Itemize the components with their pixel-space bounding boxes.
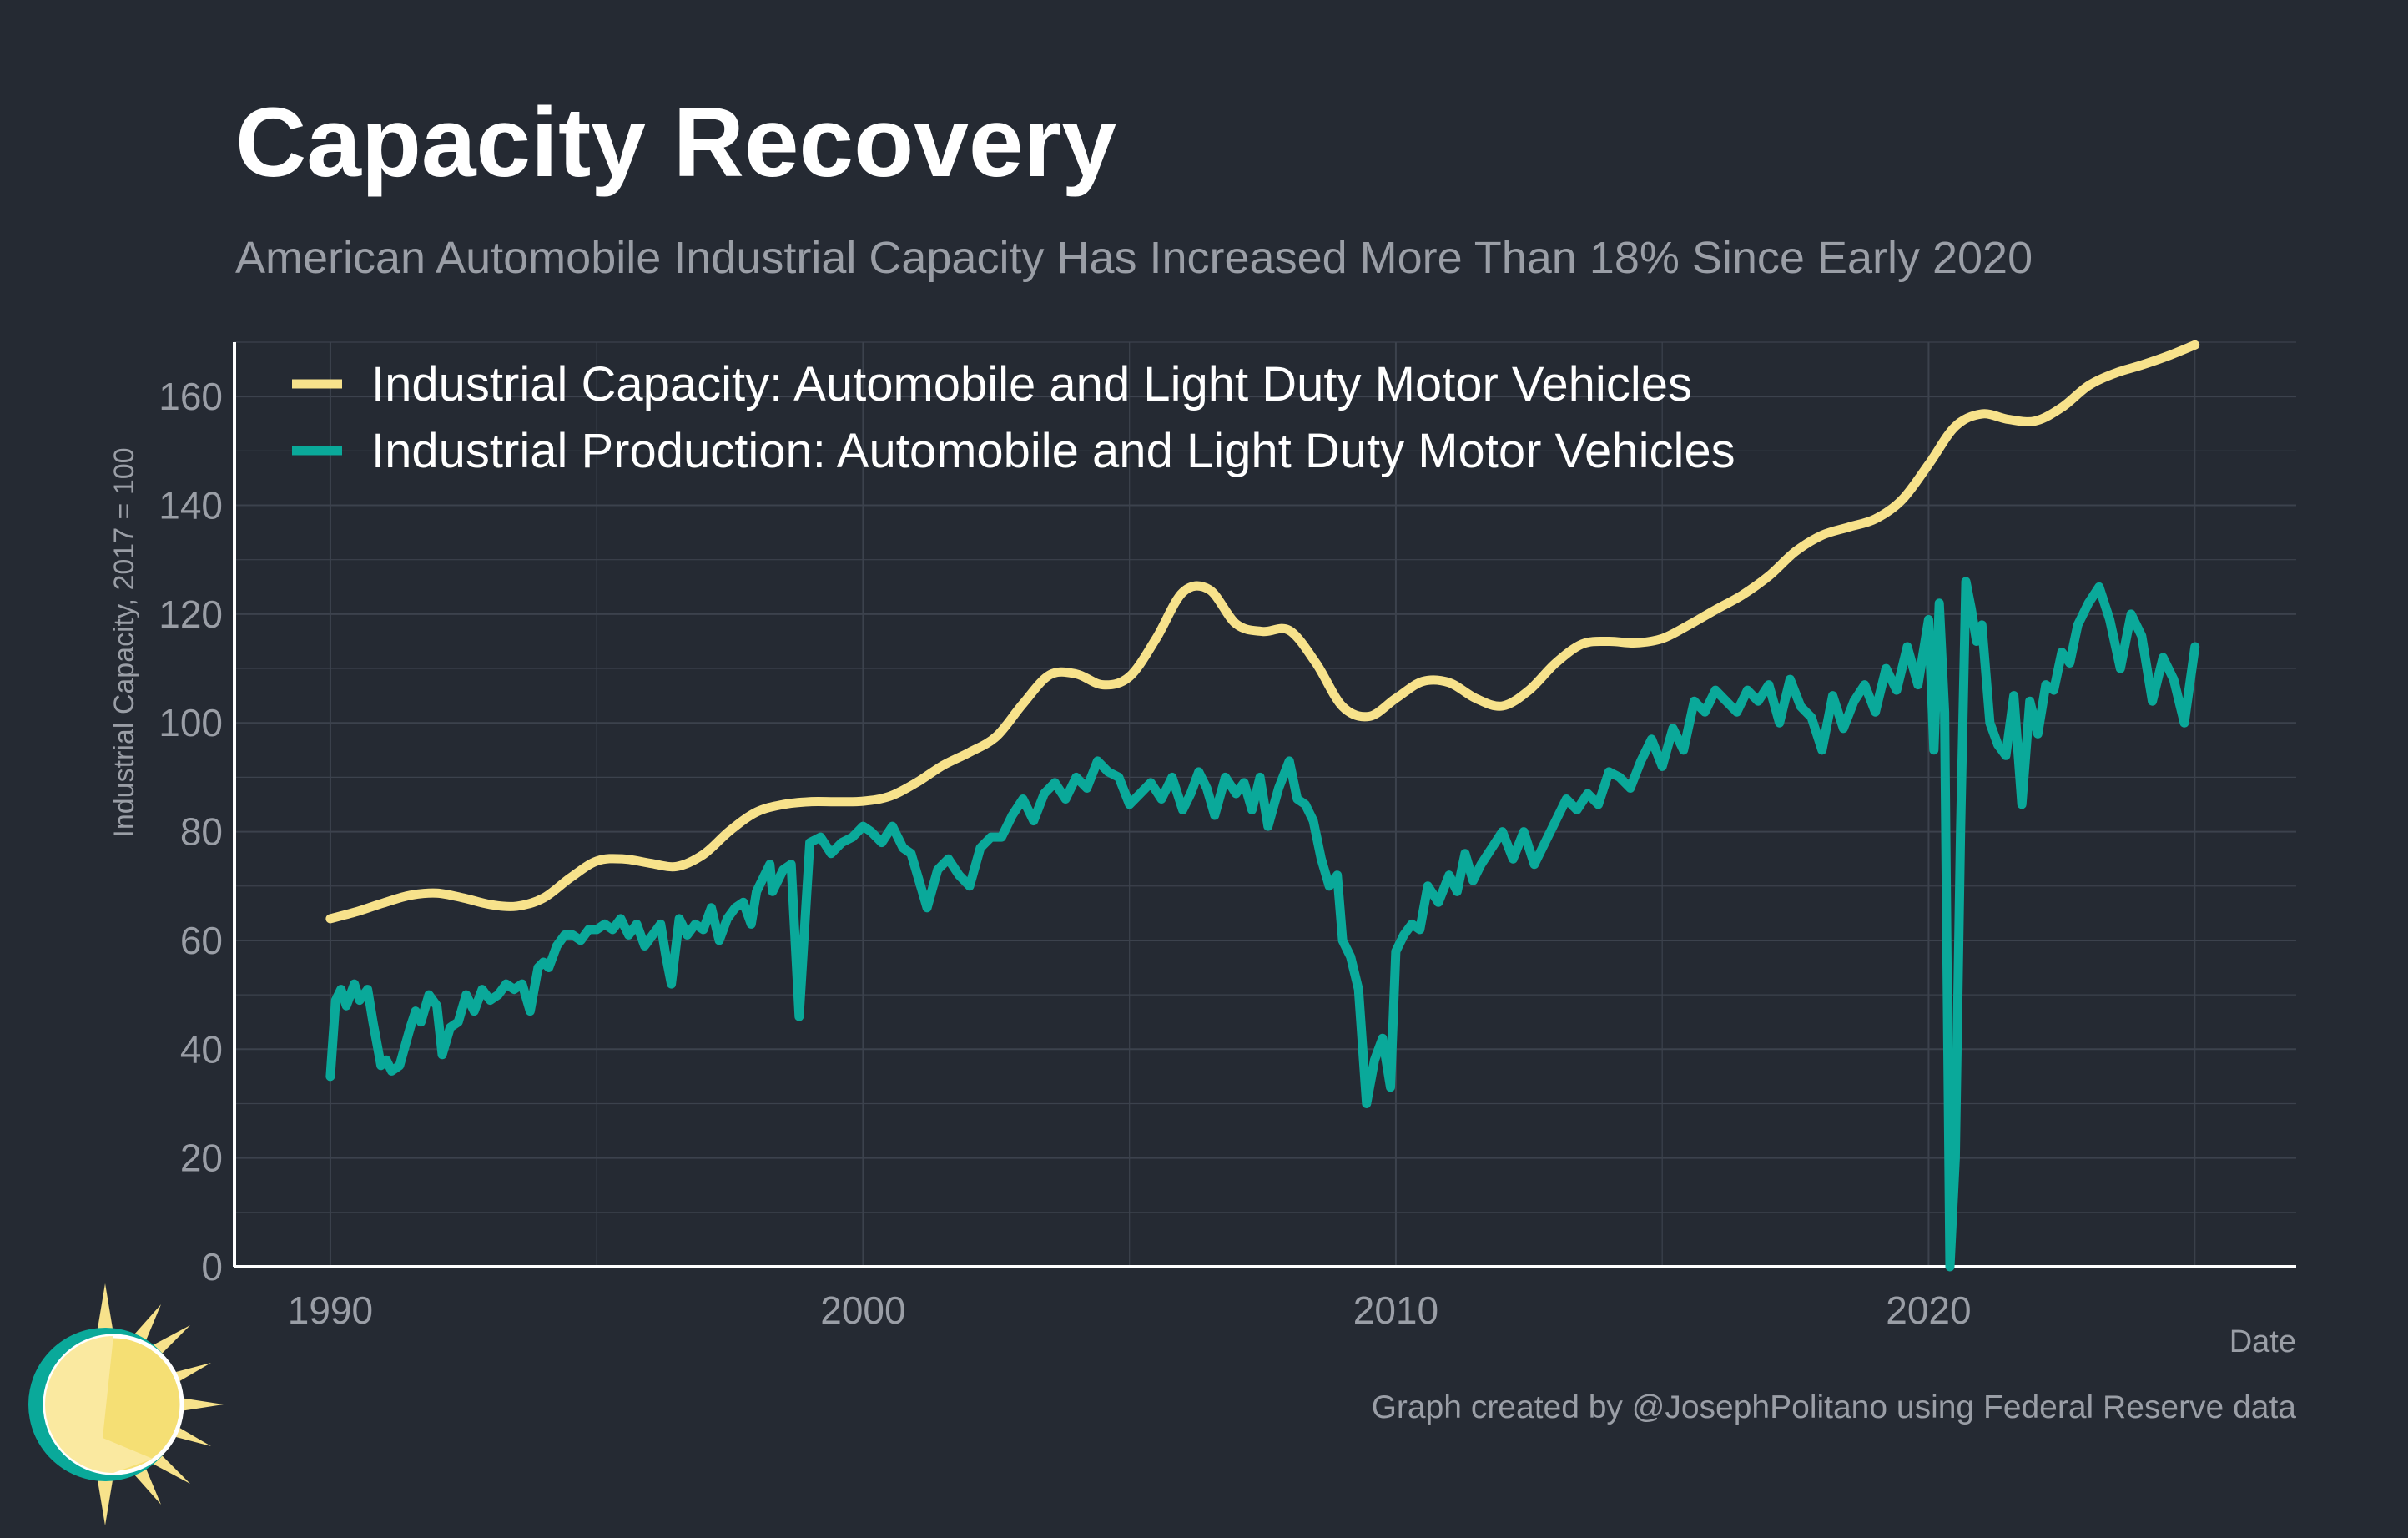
y-tick-label: 100 bbox=[159, 701, 223, 744]
source-credit: Graph created by @JosephPolitano using F… bbox=[1371, 1389, 2296, 1425]
y-axis-label: Industrial Capacity, 2017 = 100 bbox=[108, 447, 140, 837]
x-tick-label: 2000 bbox=[820, 1288, 905, 1332]
x-tick-label: 2010 bbox=[1353, 1288, 1438, 1332]
capacity-series-line bbox=[325, 340, 2200, 924]
chart-subtitle: American Automobile Industrial Capacity … bbox=[235, 233, 2033, 283]
legend: Industrial Capacity: Automobile and Ligh… bbox=[292, 357, 1735, 478]
y-tick-label: 20 bbox=[180, 1137, 223, 1180]
y-tick-label: 0 bbox=[201, 1245, 223, 1288]
sun-logo-icon bbox=[28, 1283, 224, 1525]
legend-label: Industrial Capacity: Automobile and Ligh… bbox=[371, 357, 1692, 411]
y-tick-label: 40 bbox=[180, 1027, 223, 1071]
legend-label: Industrial Production: Automobile and Li… bbox=[371, 424, 1735, 478]
x-tick-label: 2020 bbox=[1886, 1288, 1971, 1332]
x-axis-label: Date bbox=[2229, 1324, 2296, 1359]
x-tick-label: 1990 bbox=[288, 1288, 373, 1332]
chart-title: Capacity Recovery bbox=[235, 88, 1117, 198]
y-tick-label: 140 bbox=[159, 484, 223, 527]
production-series-line bbox=[325, 577, 2200, 1272]
y-tick-label: 60 bbox=[180, 919, 223, 962]
series-group bbox=[325, 340, 2200, 1272]
y-tick-label: 160 bbox=[159, 375, 223, 418]
y-tick-label: 80 bbox=[180, 810, 223, 854]
axes: 0 20 40 60 80 100 120 140 160 1990 2000 2010 2020 bbox=[159, 342, 2296, 1332]
y-tick-label: 120 bbox=[159, 593, 223, 636]
